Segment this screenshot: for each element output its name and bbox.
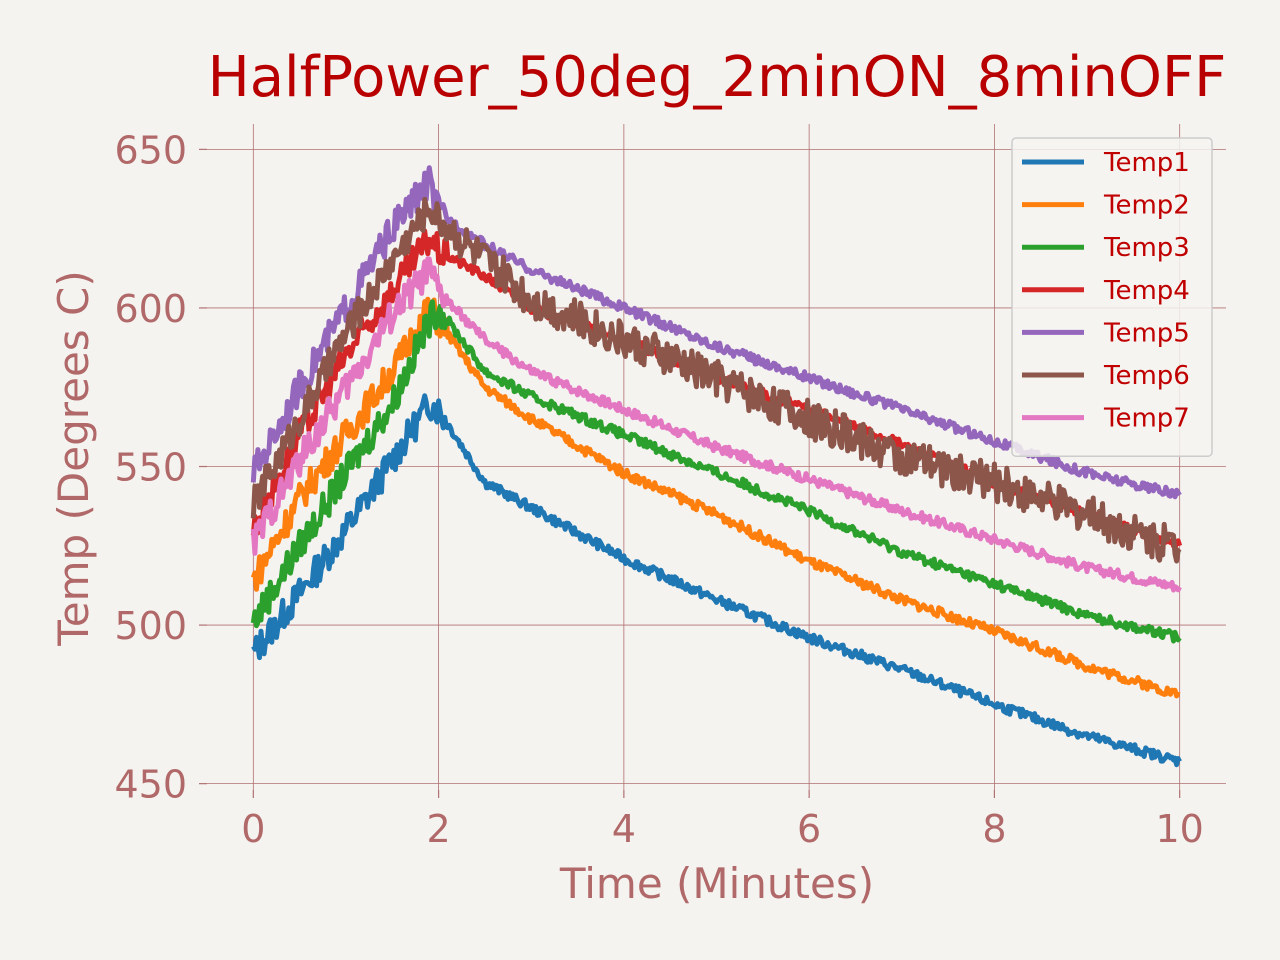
series-line-temp7 [250,256,1182,593]
legend-label: Temp6 [1103,361,1190,391]
series-line-temp6 [250,196,1182,564]
y-axis-label: Temp (Degrees C) [49,270,98,646]
x-tick-label: 0 [241,807,265,851]
y-tick-label: 500 [114,604,187,648]
legend-label: Temp2 [1103,191,1190,221]
x-axis-label: Time (Minutes) [559,859,874,908]
legend-label: Temp3 [1103,233,1190,263]
y-tick-label: 600 [114,287,187,331]
legend: Temp1 Temp2 Temp3 Temp4 Temp5 Temp6 Temp7 [1011,137,1213,457]
axis-ticks: 0 2 4 6 8 10 450 500 550 600 650 [114,128,1203,851]
y-tick-label: 650 [114,128,187,172]
x-tick-label: 8 [982,807,1006,851]
legend-label: Temp4 [1103,276,1190,306]
x-tick-label: 2 [426,807,450,851]
legend-label: Temp7 [1103,404,1190,434]
x-tick-label: 10 [1156,807,1204,851]
chart-title: HalfPower_50deg_2minON_8minOFF [208,45,1227,110]
x-tick-label: 4 [612,807,636,851]
y-tick-label: 450 [114,763,187,807]
series-line-temp2 [250,296,1181,699]
x-tick-label: 6 [797,807,821,851]
series-line-temp3 [250,299,1182,644]
legend-label: Temp1 [1103,148,1190,178]
legend-label: Temp5 [1103,318,1190,348]
series-line-temp1 [251,393,1182,768]
y-tick-label: 550 [114,446,187,490]
